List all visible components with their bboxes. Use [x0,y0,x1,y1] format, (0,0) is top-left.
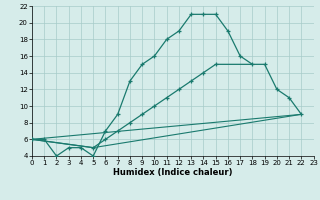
X-axis label: Humidex (Indice chaleur): Humidex (Indice chaleur) [113,168,233,177]
